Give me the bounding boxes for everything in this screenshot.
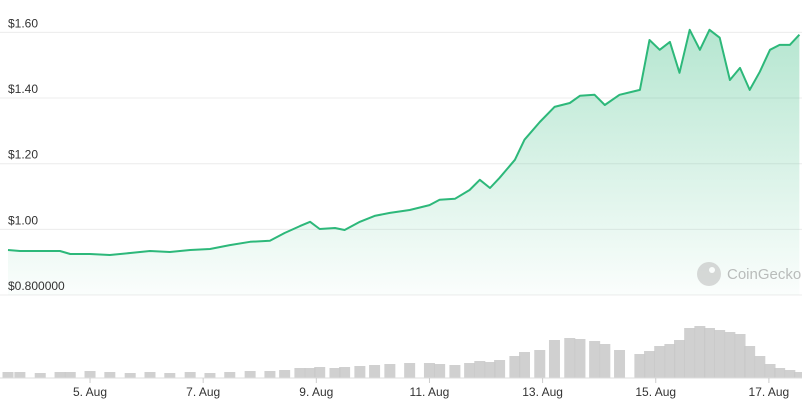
- volume-bar: [84, 371, 96, 378]
- volume-bar: [164, 373, 176, 378]
- volume-bar: [64, 372, 76, 378]
- volume-bar: [423, 363, 435, 378]
- volume-bar: [793, 372, 802, 378]
- volume-bar: [644, 351, 656, 378]
- y-tick-label: $1.40: [8, 82, 38, 96]
- volume-bar: [564, 338, 576, 378]
- x-tick-label: 17. Aug: [749, 385, 790, 399]
- volume-bar: [279, 370, 291, 378]
- volume-bar: [184, 372, 196, 378]
- watermark-logo-eye: [709, 267, 715, 273]
- x-tick-label: 9. Aug: [299, 385, 333, 399]
- volume-bar: [54, 372, 66, 378]
- volume-bar: [404, 363, 416, 378]
- volume-bar: [244, 371, 256, 378]
- volume-bar: [694, 326, 706, 378]
- price-line: [7, 28, 801, 256]
- volume-bar: [614, 350, 626, 378]
- volume-bar: [634, 354, 646, 378]
- volume-bar: [304, 368, 316, 378]
- volume-bar: [369, 365, 381, 378]
- volume-bar: [734, 334, 746, 378]
- x-tick-label: 13. Aug: [522, 385, 563, 399]
- volume: [2, 326, 802, 378]
- volume-bar: [264, 371, 276, 378]
- volume-bar: [2, 372, 14, 378]
- y-tick-label: $1.20: [8, 148, 38, 162]
- volume-bar: [754, 356, 766, 378]
- x-tick-label: 15. Aug: [635, 385, 676, 399]
- volume-bar: [494, 360, 506, 378]
- line-layer: [7, 28, 801, 256]
- volume-bar: [464, 363, 476, 378]
- volume-bar: [484, 362, 496, 378]
- y-tick-label: $1.00: [8, 213, 38, 227]
- volume-bar: [784, 370, 796, 378]
- axis: $0.800000 $1.00 $1.20 $1.40 $1.60 5. Aug 7. Au…: [0, 16, 802, 399]
- volume-bar: [314, 367, 326, 378]
- watermark-text: CoinGecko: [727, 266, 801, 283]
- watermark-logo: [697, 262, 721, 286]
- volume-bar: [104, 372, 116, 378]
- volume-bar: [204, 373, 216, 378]
- volume-bar: [548, 340, 560, 378]
- volume-bar: [34, 373, 46, 378]
- volume-bar: [509, 356, 521, 378]
- volume-bar: [764, 364, 776, 378]
- volume-bar: [384, 364, 396, 378]
- volume-bar: [599, 344, 611, 378]
- volume-bar: [714, 330, 726, 378]
- volume-bar: [589, 341, 601, 378]
- volume-bar: [574, 339, 586, 378]
- volume-bar: [518, 352, 530, 378]
- volume-bar: [124, 373, 136, 378]
- volume-bar: [434, 364, 446, 378]
- volume-bar: [774, 368, 786, 378]
- volume-bar: [534, 350, 546, 378]
- price-area: [8, 29, 800, 296]
- volume-bar: [354, 366, 366, 378]
- volume-bar: [744, 346, 756, 378]
- volume-bar: [224, 372, 236, 378]
- volume-bar: [703, 328, 715, 378]
- volume-bar: [664, 344, 676, 378]
- volume-bar: [684, 328, 696, 378]
- volume-bar: [294, 368, 306, 378]
- x-tick-label: 7. Aug: [186, 385, 220, 399]
- volume-bar: [474, 361, 486, 378]
- y-tick-label: $0.800000: [8, 279, 65, 293]
- x-tick-label: 11. Aug: [410, 385, 450, 399]
- volume-bar: [144, 372, 156, 378]
- volume-bar: [449, 365, 461, 378]
- volume-bar: [674, 340, 686, 378]
- volume-bar: [14, 372, 26, 378]
- volume-bar: [339, 367, 351, 378]
- area-layer: [8, 29, 800, 296]
- volume-bar: [724, 332, 736, 378]
- y-tick-label: $1.60: [8, 16, 38, 30]
- watermark: CoinGecko: [697, 262, 801, 286]
- volume-bar: [654, 346, 666, 378]
- volume-bar: [329, 368, 341, 378]
- x-tick-label: 5. Aug: [73, 385, 107, 399]
